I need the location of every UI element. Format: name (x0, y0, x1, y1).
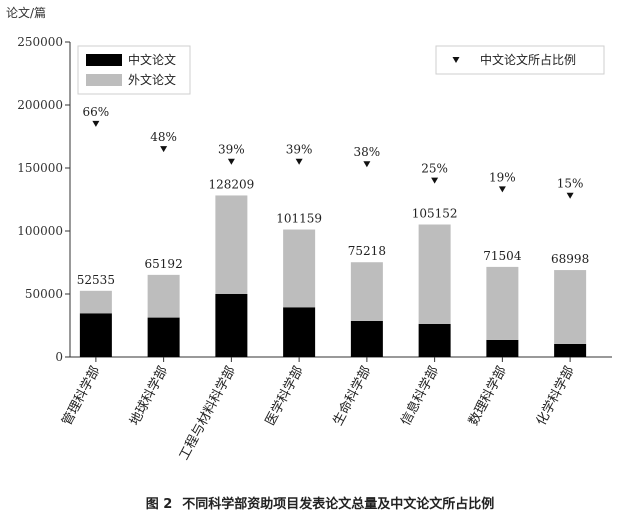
legend-label-foreign: 外文论文 (128, 72, 176, 87)
caption-number: 图 2 (145, 497, 173, 512)
category-label: 化学科学部 (533, 363, 578, 428)
category-label: 地球科学部 (127, 363, 172, 428)
category-label: 信息科学部 (398, 363, 443, 428)
ratio-label: 39% (218, 143, 245, 157)
category-label: 管理科学部 (59, 363, 104, 428)
legend-label-ratio: 中文论文所占比例 (480, 52, 576, 67)
category-label: 医学科学部 (262, 363, 307, 428)
ratio-marker (363, 161, 371, 168)
bar-foreign (79, 290, 112, 314)
legend-swatch-chinese (86, 54, 122, 66)
ratio-marker (431, 177, 439, 184)
ratio-label: 66% (83, 105, 110, 119)
bar-chinese (147, 317, 180, 357)
legend-label-chinese: 中文论文 (128, 52, 176, 67)
bar-foreign (486, 266, 519, 340)
bar-chinese (283, 307, 316, 357)
total-label: 68998 (551, 252, 589, 266)
total-label: 128209 (208, 177, 254, 191)
ratio-label: 19% (489, 170, 516, 184)
legend-swatch-foreign (86, 74, 122, 86)
ratio-marker (92, 120, 100, 127)
ratio-marker (160, 146, 168, 153)
caption-text: 不同科学部资助项目发表论文总量及中文论文所占比例 (182, 497, 495, 512)
y-tick-label: 50000 (25, 287, 63, 301)
category-label: 工程与材料科学部 (176, 363, 239, 462)
bar-chinese (350, 320, 383, 357)
ratio-label: 48% (150, 130, 177, 144)
bar-chinese (215, 293, 248, 357)
bar-foreign (283, 229, 316, 308)
ratio-label: 39% (286, 143, 313, 157)
total-label: 75218 (348, 244, 386, 258)
total-label: 65192 (145, 257, 183, 271)
category-label: 数理科学部 (465, 363, 510, 428)
y-tick-label: 100000 (17, 224, 63, 238)
figure-caption: 图 2 不同科学部资助项目发表论文总量及中文论文所占比例 (0, 493, 640, 512)
bar-foreign (554, 270, 587, 344)
total-label: 101159 (276, 212, 322, 226)
bar-chinese (79, 313, 112, 357)
chart: 论文/篇 0 50000 100000 150000 200000 250000 66% 48… (6, 5, 612, 463)
ratio-marker (295, 158, 303, 165)
y-tick-label: 0 (55, 350, 63, 364)
bar-foreign (418, 224, 451, 324)
ratio-label: 38% (354, 145, 381, 159)
ratio-marker (498, 186, 506, 193)
bar-foreign (215, 195, 248, 294)
ratio-label: 15% (557, 177, 584, 191)
bar-chinese (486, 339, 519, 357)
ratio-marker (227, 158, 235, 165)
category-label: 生命科学部 (330, 363, 375, 428)
bar-chinese (418, 323, 451, 357)
total-label: 52535 (77, 273, 115, 287)
y-tick-label: 200000 (17, 98, 63, 112)
legend-box-ratio (435, 45, 605, 75)
ratio-marker (566, 192, 574, 199)
bar-foreign (350, 262, 383, 321)
y-tick-label: 150000 (17, 161, 63, 175)
y-axis-title: 论文/篇 (6, 5, 46, 20)
y-tick-label: 250000 (17, 35, 63, 49)
bar-foreign (147, 274, 180, 318)
bar-chinese (554, 343, 587, 357)
total-label: 71504 (483, 249, 522, 263)
ratio-label: 25% (421, 162, 448, 176)
total-label: 105152 (412, 207, 458, 221)
legend-marker-ratio (452, 57, 460, 63)
